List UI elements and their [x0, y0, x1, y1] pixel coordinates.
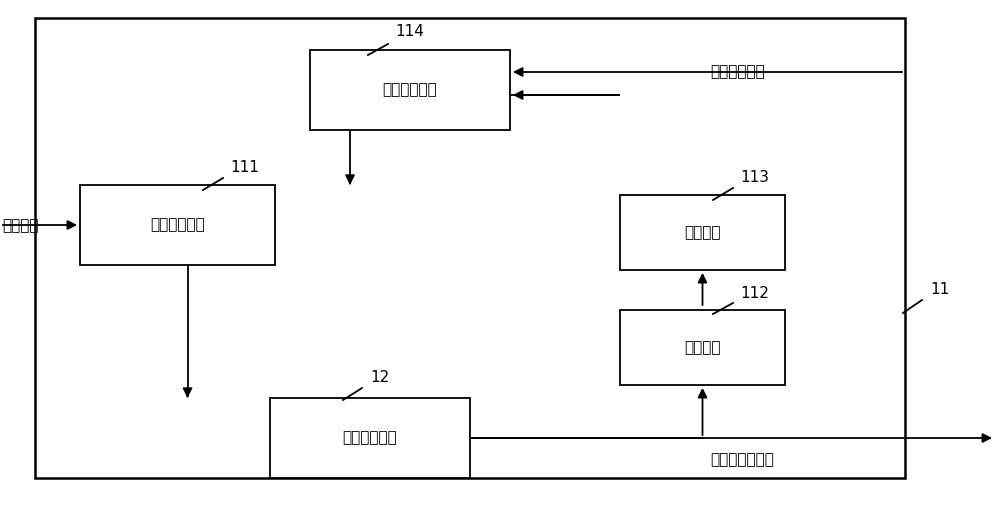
Text: 放大后射频信号: 放大后射频信号 [710, 452, 774, 468]
Text: 耦合电路: 耦合电路 [684, 340, 721, 355]
Text: 射频信号: 射频信号 [2, 218, 38, 234]
Text: 114: 114 [395, 25, 424, 39]
Text: 功率放大电路: 功率放大电路 [343, 430, 397, 446]
Bar [35, 18, 905, 478]
Text: 12: 12 [370, 370, 389, 386]
Bar [80, 185, 275, 265]
Bar [310, 50, 510, 130]
Bar [620, 195, 785, 270]
Text: 参考电压信号: 参考电压信号 [710, 65, 765, 79]
Text: 射频衰减电路: 射频衰减电路 [150, 217, 205, 232]
Text: 112: 112 [740, 287, 769, 301]
Text: 检波电路: 检波电路 [684, 225, 721, 240]
Text: 113: 113 [740, 170, 769, 186]
Text: 11: 11 [930, 282, 949, 298]
Text: 111: 111 [230, 160, 259, 176]
Bar [620, 310, 785, 385]
Bar [270, 398, 470, 478]
Text: 积分放大电路: 积分放大电路 [383, 83, 437, 97]
